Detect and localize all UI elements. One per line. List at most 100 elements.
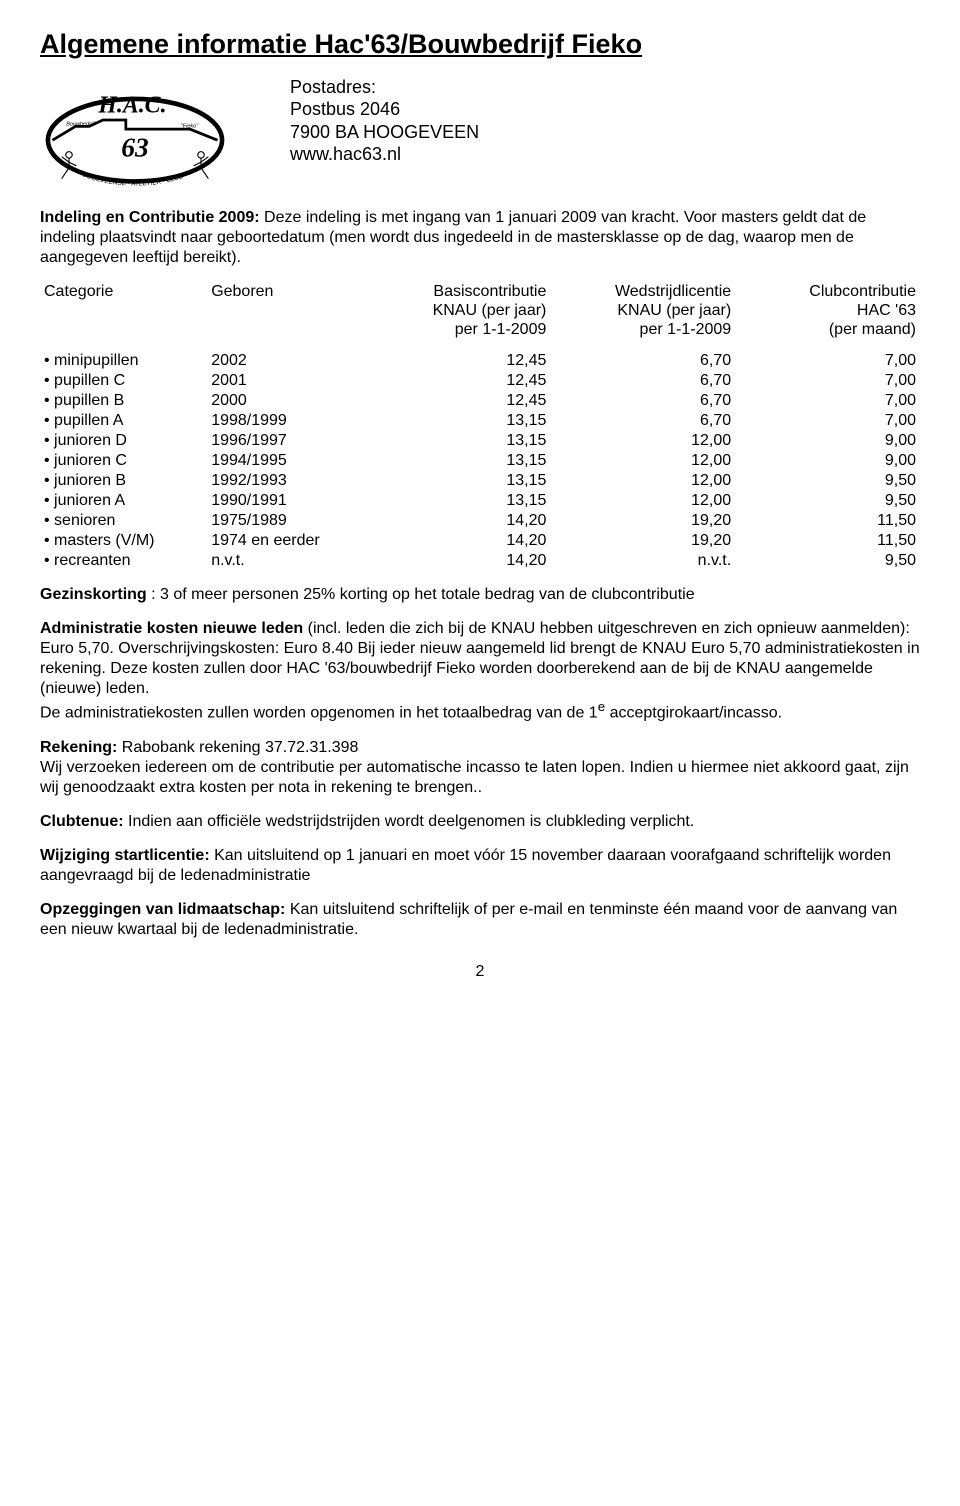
cell-basis: 13,15 xyxy=(374,451,550,471)
table-row: • senioren1975/198914,2019,2011,50 xyxy=(40,511,920,531)
th-club: Clubcontributie HAC '63 (per maand) xyxy=(735,282,920,340)
cell-basis: 12,45 xyxy=(374,391,550,411)
cell-basis: 14,20 xyxy=(374,551,550,571)
cell-basis: 14,20 xyxy=(374,511,550,531)
cell-cat: • junioren A xyxy=(40,491,207,511)
intro-lead: Indeling en Contributie 2009: xyxy=(40,209,260,226)
address-label: Postadres: xyxy=(290,76,479,99)
cell-cat: • senioren xyxy=(40,511,207,531)
rekening-bank: Rabobank rekening 37.72.31.398 xyxy=(117,739,358,756)
cell-club: 7,00 xyxy=(735,391,920,411)
cell-club: 9,00 xyxy=(735,451,920,471)
cell-basis: 13,15 xyxy=(374,431,550,451)
rekening-lead: Rekening: xyxy=(40,739,117,756)
cell-born: 1998/1999 xyxy=(207,411,374,431)
cell-cat: • pupillen B xyxy=(40,391,207,411)
cell-born: 1974 en eerder xyxy=(207,531,374,551)
th-basis: Basiscontributie KNAU (per jaar) per 1-1… xyxy=(374,282,550,340)
table-row: • pupillen A1998/199913,156,707,00 xyxy=(40,411,920,431)
page-title: Algemene informatie Hac'63/Bouwbedrijf F… xyxy=(40,28,920,62)
page-number: 2 xyxy=(40,962,920,982)
address-url: www.hac63.nl xyxy=(290,143,479,166)
cell-club: 7,00 xyxy=(735,371,920,391)
header-row: Bouwbedrijf "Fieko" H.A.C. 63 HOOGEVEENS… xyxy=(40,76,920,186)
cell-club: 9,00 xyxy=(735,431,920,451)
table-row: • minipupillen200212,456,707,00 xyxy=(40,339,920,371)
table-row: • junioren C1994/199513,1512,009,00 xyxy=(40,451,920,471)
cell-club: 11,50 xyxy=(735,511,920,531)
cell-wed: n.v.t. xyxy=(550,551,735,571)
clubtenue-rest: Indien aan officiële wedstrijdstrijden w… xyxy=(124,813,695,830)
cell-cat: • junioren C xyxy=(40,451,207,471)
table-row: • pupillen C200112,456,707,00 xyxy=(40,371,920,391)
cell-wed: 12,00 xyxy=(550,451,735,471)
cell-cat: • minipupillen xyxy=(40,339,207,371)
cell-basis: 12,45 xyxy=(374,371,550,391)
cell-cat: • pupillen A xyxy=(40,411,207,431)
table-row: • pupillen B200012,456,707,00 xyxy=(40,391,920,411)
club-logo: Bouwbedrijf "Fieko" H.A.C. 63 HOOGEVEENS… xyxy=(40,76,230,186)
clubtenue-lead: Clubtenue: xyxy=(40,813,124,830)
opzeggingen: Opzeggingen van lidmaatschap: Kan uitslu… xyxy=(40,900,920,940)
cell-cat: • pupillen C xyxy=(40,371,207,391)
cell-club: 9,50 xyxy=(735,551,920,571)
th-geboren: Geboren xyxy=(207,282,374,340)
admin-rest2a: De administratiekosten zullen worden opg… xyxy=(40,705,598,722)
rekening-rest: Wij verzoeken iedereen om de contributie… xyxy=(40,759,909,796)
logo-banner-left: Bouwbedrijf xyxy=(66,121,95,127)
cell-born: 1975/1989 xyxy=(207,511,374,531)
cell-basis: 13,15 xyxy=(374,491,550,511)
logo-arc-text: HOOGEVEENSE · ATLETIEK · CLUB xyxy=(77,169,184,186)
table-row: • junioren A1990/199113,1512,009,50 xyxy=(40,491,920,511)
wijziging: Wijziging startlicentie: Kan uitsluitend… xyxy=(40,846,920,886)
cell-wed: 12,00 xyxy=(550,431,735,451)
cell-born: n.v.t. xyxy=(207,551,374,571)
table-row: • masters (V/M)1974 en eerder14,2019,201… xyxy=(40,531,920,551)
cell-club: 11,50 xyxy=(735,531,920,551)
cell-club: 9,50 xyxy=(735,471,920,491)
logo-year: 63 xyxy=(121,131,149,162)
contribution-table: Categorie Geboren Basiscontributie KNAU … xyxy=(40,282,920,572)
intro-paragraph: Indeling en Contributie 2009: Deze indel… xyxy=(40,208,920,268)
opzeg-lead: Opzeggingen van lidmaatschap: xyxy=(40,901,285,918)
cell-basis: 14,20 xyxy=(374,531,550,551)
cell-cat: • masters (V/M) xyxy=(40,531,207,551)
admin-kosten: Administratie kosten nieuwe leden (incl.… xyxy=(40,619,920,723)
cell-born: 2000 xyxy=(207,391,374,411)
cell-cat: • junioren B xyxy=(40,471,207,491)
table-row: • recreantenn.v.t.14,20n.v.t.9,50 xyxy=(40,551,920,571)
cell-basis: 13,15 xyxy=(374,471,550,491)
cell-club: 9,50 xyxy=(735,491,920,511)
cell-wed: 19,20 xyxy=(550,511,735,531)
svg-text:H.A.C.: H.A.C. xyxy=(97,92,166,118)
cell-basis: 13,15 xyxy=(374,411,550,431)
cell-born: 2001 xyxy=(207,371,374,391)
th-categorie: Categorie xyxy=(40,282,207,340)
cell-wed: 6,70 xyxy=(550,371,735,391)
wijziging-lead: Wijziging startlicentie: xyxy=(40,847,210,864)
cell-club: 7,00 xyxy=(735,411,920,431)
postal-address: Postadres: Postbus 2046 7900 BA HOOGEVEE… xyxy=(290,76,479,166)
svg-text:HOOGEVEENSE · ATLETIEK · CLUB: HOOGEVEENSE · ATLETIEK · CLUB xyxy=(77,169,184,186)
cell-cat: • recreanten xyxy=(40,551,207,571)
admin-lead: Administratie kosten nieuwe leden xyxy=(40,620,303,637)
clubtenue: Clubtenue: Indien aan officiële wedstrij… xyxy=(40,812,920,832)
logo-banner-right: "Fieko" xyxy=(181,123,199,129)
gezins-rest: : 3 of meer personen 25% korting op het … xyxy=(147,586,695,603)
cell-born: 1994/1995 xyxy=(207,451,374,471)
cell-born: 2002 xyxy=(207,339,374,371)
address-line2: 7900 BA HOOGEVEEN xyxy=(290,121,479,144)
cell-born: 1992/1993 xyxy=(207,471,374,491)
cell-basis: 12,45 xyxy=(374,339,550,371)
table-row: • junioren D1996/199713,1512,009,00 xyxy=(40,431,920,451)
cell-wed: 12,00 xyxy=(550,471,735,491)
gezinskorting: Gezinskorting : 3 of meer personen 25% k… xyxy=(40,585,920,605)
th-wedstrijd: Wedstrijdlicentie KNAU (per jaar) per 1-… xyxy=(550,282,735,340)
table-row: • junioren B1992/199313,1512,009,50 xyxy=(40,471,920,491)
rekening: Rekening: Rabobank rekening 37.72.31.398… xyxy=(40,738,920,798)
address-line1: Postbus 2046 xyxy=(290,98,479,121)
cell-cat: • junioren D xyxy=(40,431,207,451)
cell-wed: 12,00 xyxy=(550,491,735,511)
cell-wed: 6,70 xyxy=(550,339,735,371)
cell-club: 7,00 xyxy=(735,339,920,371)
